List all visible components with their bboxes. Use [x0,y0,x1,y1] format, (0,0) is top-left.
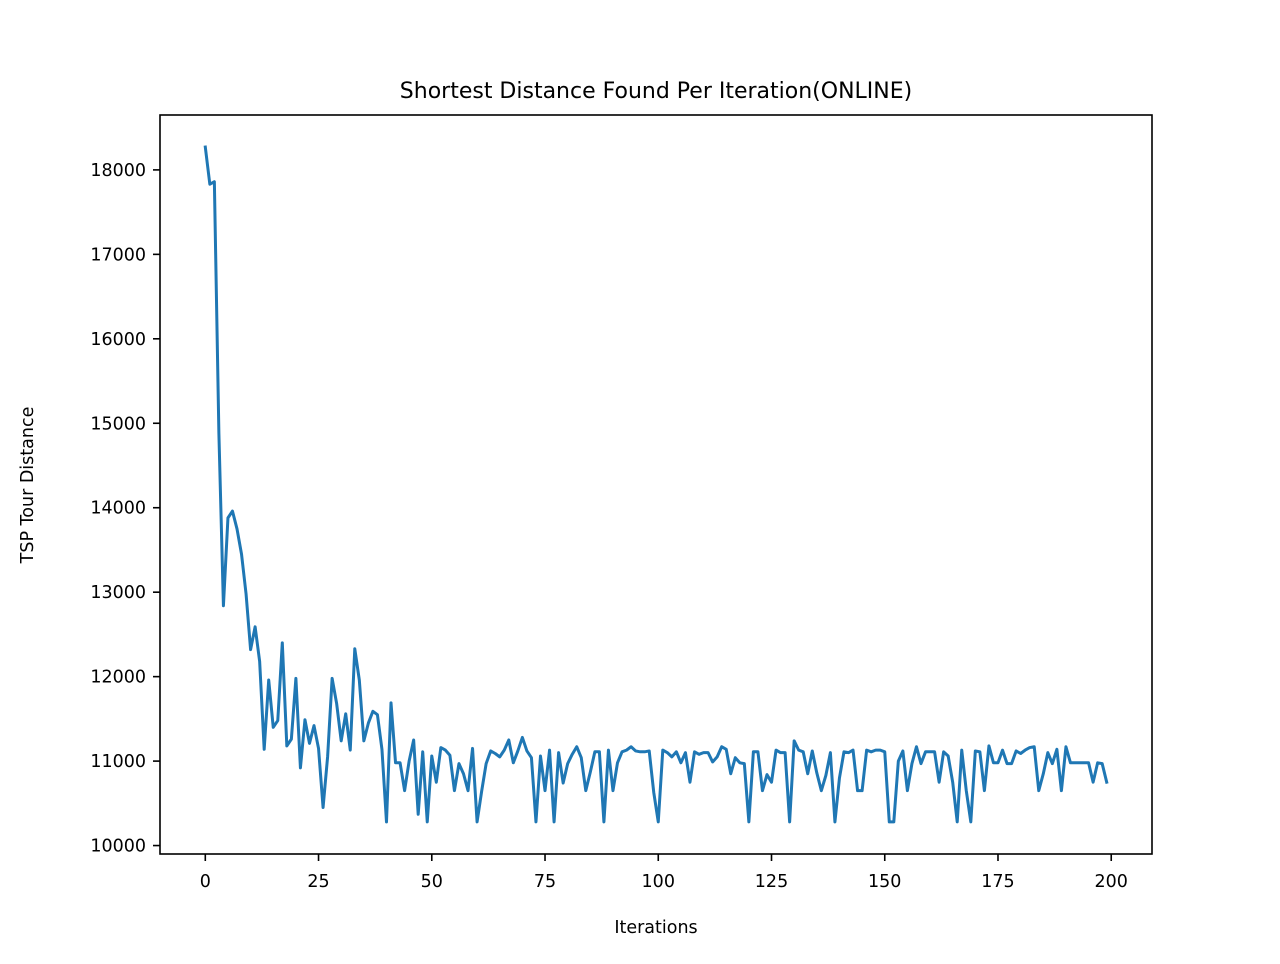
y-tick-label: 11000 [90,752,146,772]
x-tick-label: 25 [307,872,329,892]
y-tick-label: 13000 [90,583,146,603]
y-axis-ticks: 10000 11000 12000 13000 14000 15000 16000 17000… [90,161,160,857]
x-tick-label: 100 [642,872,675,892]
x-tick-label: 75 [534,872,556,892]
y-tick-label: 10000 [90,837,146,857]
x-axis-label: Iterations [614,918,697,938]
y-tick-label: 17000 [90,245,146,265]
y-tick-label: 16000 [90,330,146,350]
y-tick-label: 18000 [90,161,146,181]
y-tick-label: 14000 [90,499,146,519]
x-tick-label: 150 [868,872,901,892]
plot-area [203,145,1109,824]
x-tick-label: 50 [421,872,443,892]
axes-frame [159,114,1153,855]
chart-title: Shortest Distance Found Per Iteration(ON… [400,79,912,104]
y-tick-label: 15000 [90,414,146,434]
x-tick-label: 125 [755,872,788,892]
series-line-0 [203,145,1109,824]
x-axis-ticks: 0 25 50 75 100 125 150 175 200 [200,854,1128,892]
x-tick-label: 200 [1095,872,1128,892]
y-tick-label: 12000 [90,668,146,688]
y-axis-label: TSP Tour Distance [18,407,38,565]
x-tick-label: 0 [200,872,211,892]
x-tick-label: 175 [981,872,1014,892]
